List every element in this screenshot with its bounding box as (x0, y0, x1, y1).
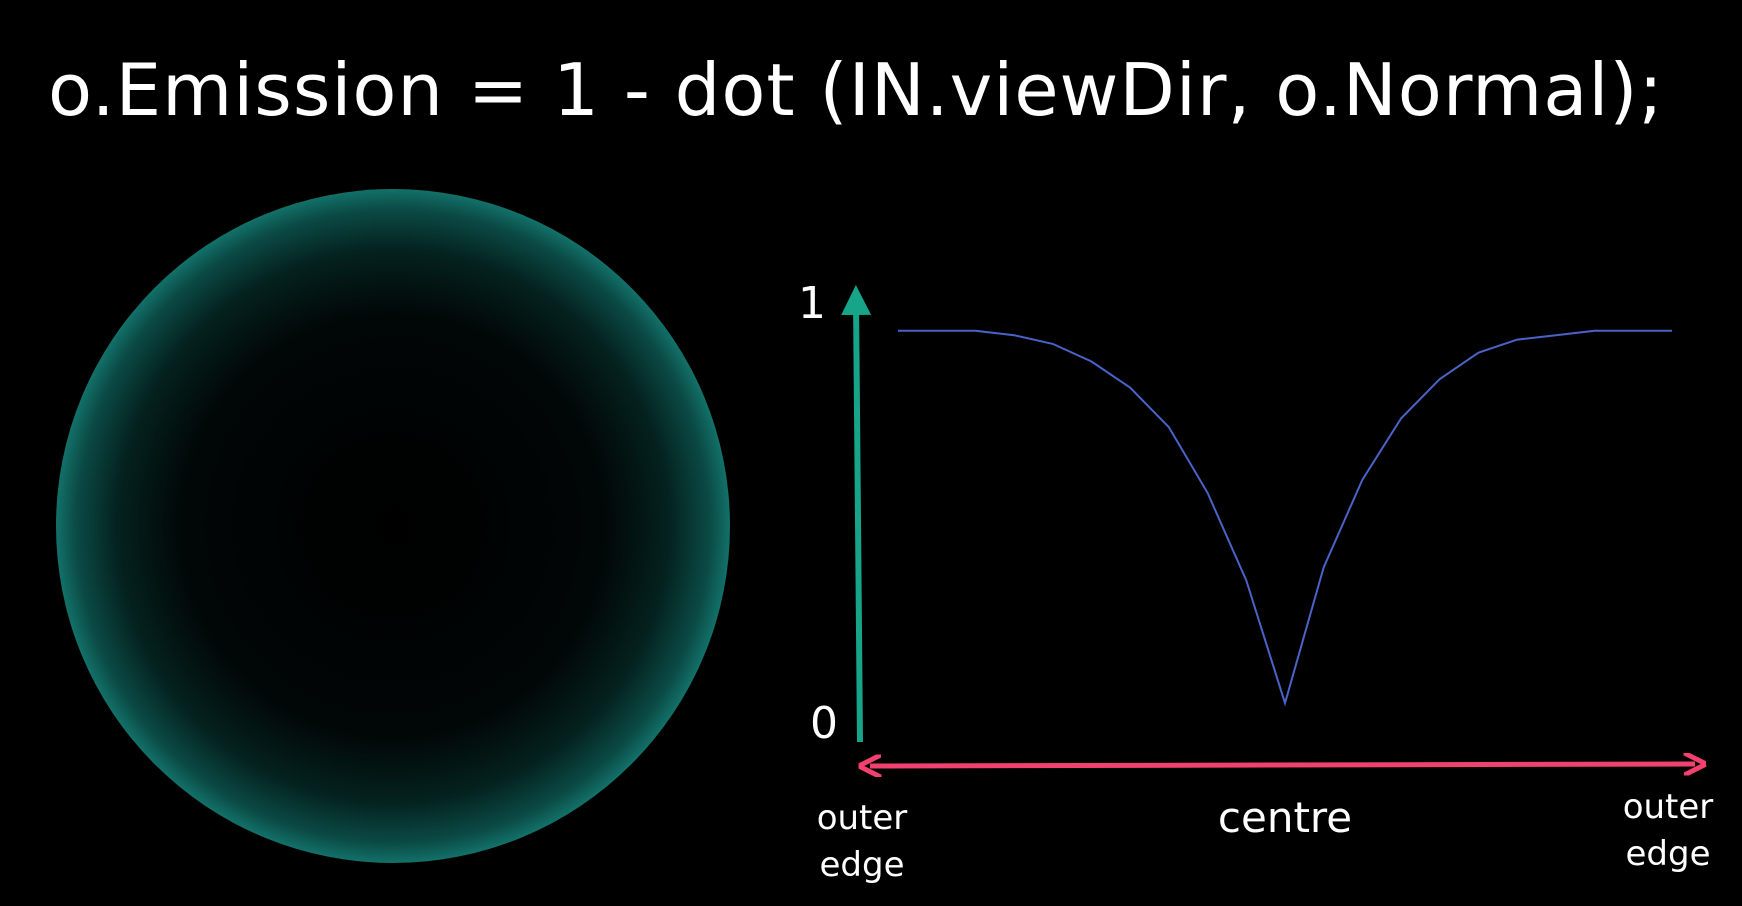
left-edge-label: edge (820, 845, 905, 885)
right-edge-label: edge (1626, 834, 1711, 874)
right-outer-label: outer (1623, 787, 1714, 827)
emission-curve (898, 329, 1672, 707)
y-min-label: 0 (810, 698, 838, 749)
centre-label: centre (1218, 793, 1352, 842)
y-max-label: 1 (798, 278, 826, 329)
y-axis-arrow (841, 285, 872, 743)
left-outer-label: outer (817, 798, 908, 838)
formula-title: o.Emission = 1 - dot (IN.viewDir, o.Norm… (48, 48, 1664, 132)
x-axis-arrow (870, 764, 1695, 766)
fresnel-sphere (56, 189, 730, 863)
